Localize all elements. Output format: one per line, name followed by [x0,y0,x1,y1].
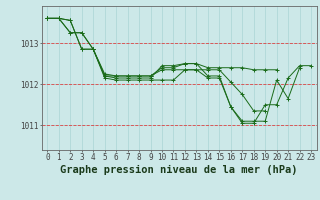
X-axis label: Graphe pression niveau de la mer (hPa): Graphe pression niveau de la mer (hPa) [60,165,298,175]
